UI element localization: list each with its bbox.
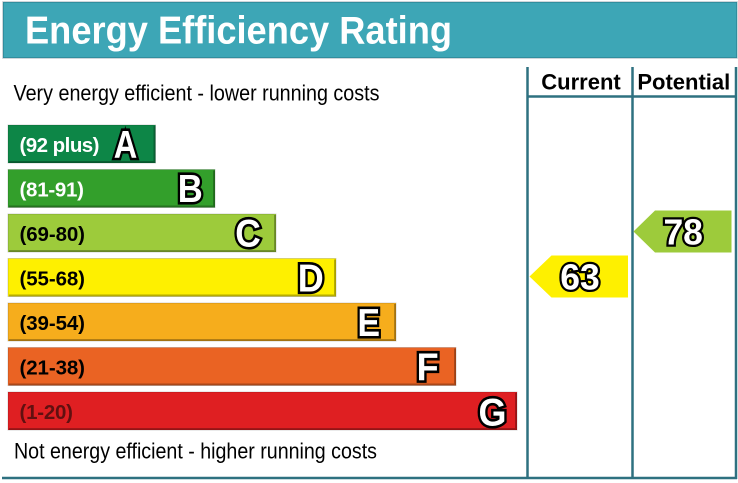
svg-text:(21-38): (21-38) bbox=[20, 357, 86, 380]
svg-text:(1-20): (1-20) bbox=[20, 401, 74, 424]
svg-text:F: F bbox=[417, 347, 439, 390]
svg-text:D: D bbox=[298, 258, 324, 301]
svg-text:Potential: Potential bbox=[637, 70, 730, 95]
svg-text:C: C bbox=[235, 213, 261, 256]
svg-text:G: G bbox=[478, 392, 506, 435]
svg-text:A: A bbox=[114, 124, 138, 167]
svg-text:(92 plus): (92 plus) bbox=[20, 134, 100, 157]
svg-text:Very energy efficient - lower: Very energy efficient - lower running co… bbox=[14, 81, 380, 106]
svg-text:E: E bbox=[357, 302, 380, 345]
svg-text:63: 63 bbox=[560, 257, 600, 298]
svg-text:(69-80): (69-80) bbox=[20, 223, 86, 246]
svg-text:(39-54): (39-54) bbox=[20, 312, 86, 335]
svg-text:Current: Current bbox=[541, 70, 621, 95]
svg-text:Not energy efficient - higher: Not energy efficient - higher running co… bbox=[14, 439, 377, 464]
svg-text:Energy Efficiency Rating: Energy Efficiency Rating bbox=[25, 10, 452, 53]
svg-text:(81-91): (81-91) bbox=[20, 179, 85, 202]
svg-text:78: 78 bbox=[663, 212, 703, 253]
svg-text:B: B bbox=[178, 168, 203, 211]
svg-text:(55-68): (55-68) bbox=[20, 268, 86, 291]
